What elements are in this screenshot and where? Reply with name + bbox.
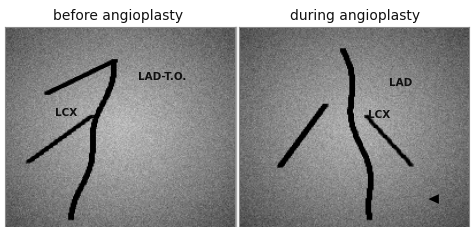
Text: during angioplasty: during angioplasty [291, 9, 420, 23]
Text: LAD-T.O.: LAD-T.O. [138, 72, 186, 82]
Text: before angioplasty: before angioplasty [54, 9, 183, 23]
Text: LAD: LAD [389, 78, 412, 88]
Text: LCX: LCX [368, 110, 391, 120]
Text: LCX: LCX [55, 108, 78, 118]
